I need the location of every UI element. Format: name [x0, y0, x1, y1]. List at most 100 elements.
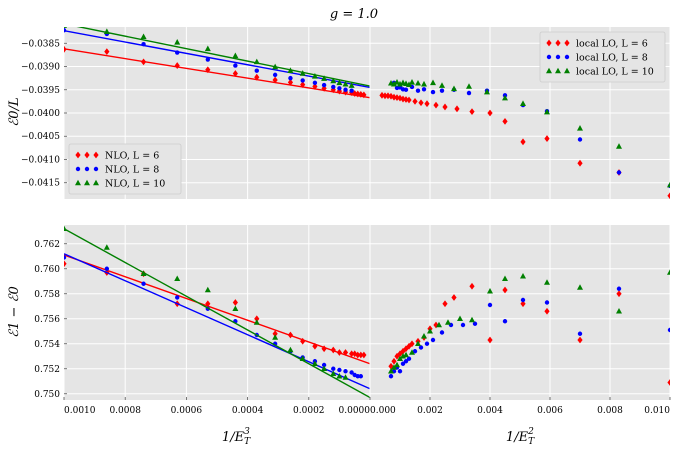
- panel-bottom-right: 0.000 0.002 0.004 0.006 0.008 0.010: [369, 225, 671, 416]
- data-point: [472, 321, 478, 326]
- legend-marker: [564, 39, 570, 47]
- data-point: [349, 88, 354, 93]
- y-axis-label-top: ℰ0/L: [7, 97, 22, 126]
- data-point: [442, 103, 448, 111]
- data-point: [254, 315, 260, 323]
- data-point: [64, 28, 67, 33]
- data-point: [140, 33, 147, 40]
- plot-content: [379, 79, 670, 199]
- legend-marker: [555, 67, 561, 74]
- data-point: [391, 93, 397, 101]
- data-point: [321, 84, 327, 92]
- plot-background: [370, 225, 670, 400]
- data-point: [174, 275, 181, 282]
- data-point: [287, 346, 294, 353]
- fit-line: [64, 228, 370, 399]
- data-point: [287, 78, 294, 86]
- data-point: [520, 300, 526, 308]
- data-point: [418, 99, 424, 107]
- x-tick-label: 0.0008: [109, 406, 141, 416]
- data-point: [484, 88, 490, 95]
- data-point: [299, 70, 306, 76]
- y-tick-label: 0.756: [34, 315, 60, 325]
- data-point: [64, 225, 67, 232]
- data-point: [415, 340, 421, 347]
- data-point: [233, 63, 238, 68]
- data-point: [232, 305, 239, 312]
- data-point: [502, 286, 508, 294]
- data-point: [358, 374, 364, 379]
- data-point: [616, 307, 622, 314]
- data-point: [272, 72, 278, 78]
- data-point: [312, 342, 318, 350]
- data-point: [544, 300, 550, 305]
- y-tick-label: −0.0385: [21, 39, 60, 49]
- data-point: [394, 94, 400, 102]
- data-point: [460, 322, 466, 328]
- data-point: [300, 337, 306, 345]
- data-point: [400, 95, 406, 103]
- y-tick-label: 0.750: [34, 390, 60, 400]
- data-point: [421, 332, 427, 339]
- data-point: [103, 244, 110, 250]
- data-point: [287, 331, 294, 339]
- plot-content: [388, 269, 670, 386]
- data-point: [436, 321, 442, 328]
- data-point: [400, 361, 406, 366]
- data-point: [287, 67, 294, 73]
- x-axis-label-right: 1/ET2: [506, 427, 535, 447]
- data-point: [64, 45, 67, 53]
- x-tick-label: 0.002: [417, 406, 443, 416]
- data-point: [379, 91, 385, 99]
- data-point: [358, 351, 364, 359]
- data-point: [254, 73, 260, 81]
- data-point: [487, 109, 493, 117]
- legend-marker: [564, 67, 570, 74]
- data-point: [103, 28, 110, 34]
- x-tick-label: 0.006: [537, 406, 563, 416]
- data-point: [418, 345, 424, 350]
- x-axis-label-left: 1/ET3: [222, 427, 251, 447]
- data-point: [336, 87, 342, 95]
- data-point: [232, 299, 238, 306]
- data-point: [487, 336, 493, 344]
- data-point: [321, 75, 328, 81]
- data-point: [616, 290, 622, 298]
- data-point: [349, 370, 354, 375]
- data-point: [349, 350, 355, 358]
- data-point: [577, 336, 583, 344]
- data-point: [321, 362, 327, 368]
- fit-line: [64, 30, 370, 89]
- data-point: [140, 58, 147, 66]
- data-point: [433, 101, 439, 109]
- data-point: [616, 286, 622, 291]
- data-point: [520, 272, 526, 279]
- data-point: [391, 80, 397, 87]
- fit-line: [64, 48, 370, 99]
- data-point: [330, 86, 336, 94]
- data-point: [469, 108, 475, 116]
- data-point: [520, 100, 526, 107]
- data-point: [544, 135, 550, 142]
- x-tick-label: 0.004: [477, 406, 503, 416]
- data-point: [336, 349, 342, 356]
- y-axis-label-bottom: ℰ1 − ℰ0: [7, 286, 22, 337]
- data-point: [311, 360, 318, 367]
- data-point: [64, 255, 67, 260]
- data-point: [312, 83, 318, 90]
- legend-marker: [546, 54, 552, 60]
- data-point: [403, 96, 409, 103]
- legend-label: local LO, L = 10: [576, 67, 654, 78]
- data-point: [300, 78, 305, 83]
- data-point: [330, 370, 337, 377]
- legend-marker: [564, 54, 570, 60]
- data-point: [442, 300, 448, 308]
- data-point: [394, 361, 400, 368]
- x-tick-label: 0.0000: [339, 406, 371, 416]
- data-point: [406, 81, 412, 87]
- data-point: [358, 91, 364, 98]
- y-tick-label: 0.758: [34, 290, 60, 300]
- fit-line: [64, 254, 370, 365]
- data-point: [64, 27, 67, 28]
- data-point: [361, 351, 367, 359]
